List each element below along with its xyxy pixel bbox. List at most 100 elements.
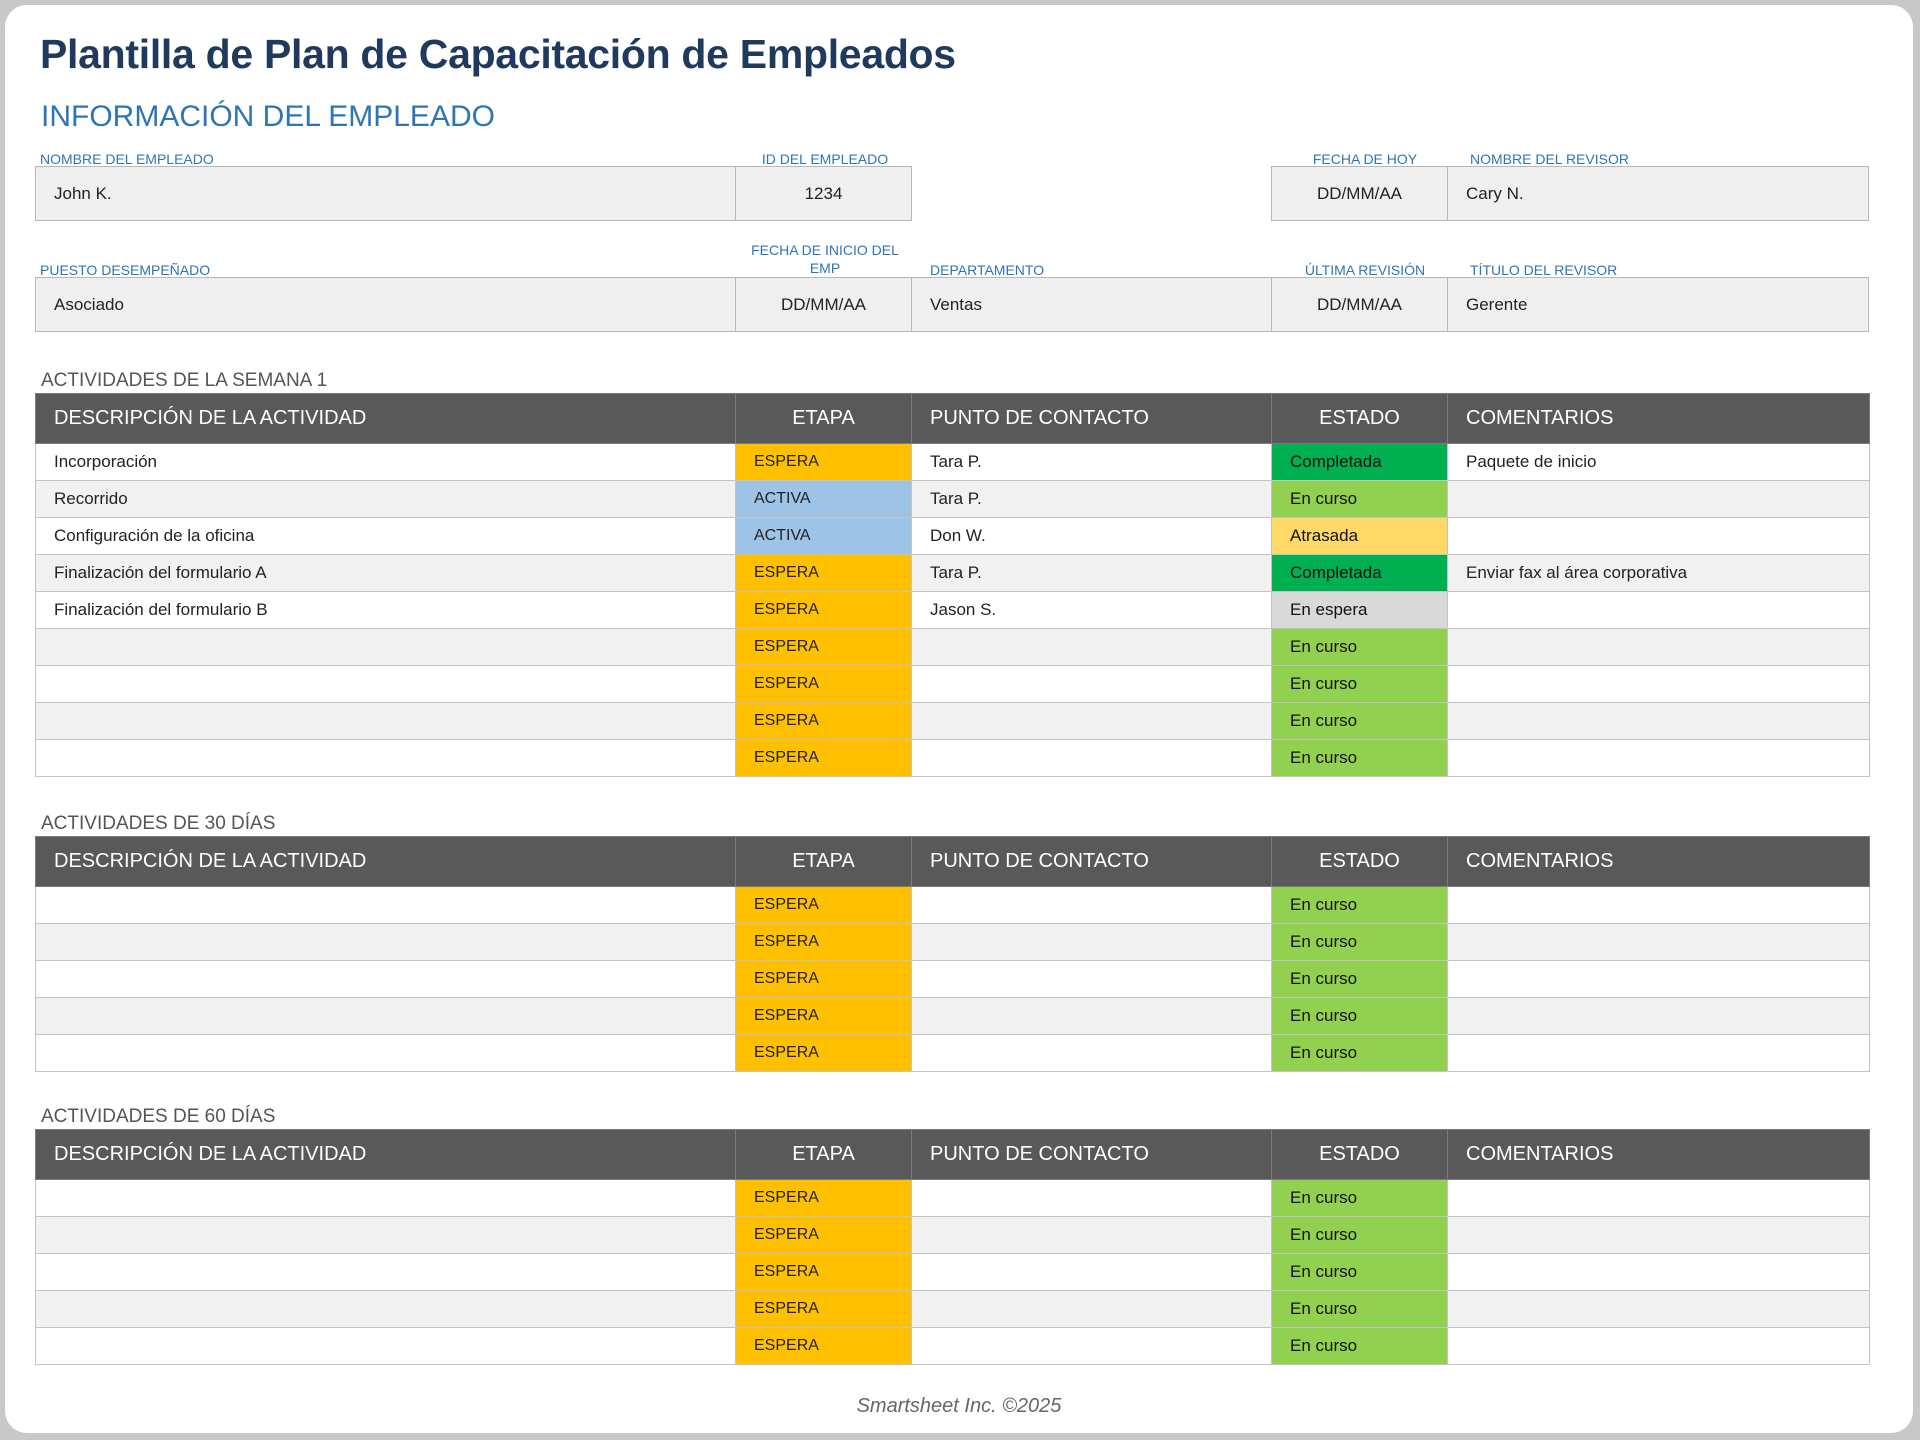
comments-cell[interactable] <box>1447 1034 1870 1072</box>
activity-description-cell[interactable] <box>35 665 736 703</box>
status-cell[interactable]: En curso <box>1271 1034 1448 1072</box>
contact-cell[interactable] <box>911 1034 1272 1072</box>
stage-cell[interactable]: ESPERA <box>735 1327 912 1365</box>
activity-description-cell[interactable] <box>35 923 736 961</box>
status-cell[interactable]: En curso <box>1271 1290 1448 1328</box>
contact-cell[interactable] <box>911 923 1272 961</box>
comments-cell[interactable] <box>1447 1179 1870 1217</box>
status-cell[interactable]: En curso <box>1271 739 1448 777</box>
stage-cell[interactable]: ESPERA <box>735 443 912 481</box>
contact-cell[interactable] <box>911 960 1272 998</box>
stage-cell[interactable]: ESPERA <box>735 1290 912 1328</box>
stage-cell[interactable]: ESPERA <box>735 886 912 924</box>
comments-cell[interactable] <box>1447 1253 1870 1291</box>
status-cell[interactable]: En curso <box>1271 665 1448 703</box>
comments-cell[interactable]: Enviar fax al área corporativa <box>1447 554 1870 592</box>
activity-description-cell[interactable] <box>35 886 736 924</box>
status-cell[interactable]: Completada <box>1271 443 1448 481</box>
contact-cell[interactable] <box>911 1179 1272 1217</box>
status-cell[interactable]: En curso <box>1271 923 1448 961</box>
stage-cell[interactable]: ESPERA <box>735 997 912 1035</box>
activity-description-cell[interactable]: Configuración de la oficina <box>35 517 736 555</box>
contact-cell[interactable]: Tara P. <box>911 554 1272 592</box>
start-date-field[interactable]: DD/MM/AA <box>735 277 912 332</box>
contact-cell[interactable] <box>911 628 1272 666</box>
last-review-field[interactable]: DD/MM/AA <box>1271 277 1448 332</box>
status-cell[interactable]: En curso <box>1271 1253 1448 1291</box>
comments-cell[interactable] <box>1447 702 1870 740</box>
reviewer-title-field[interactable]: Gerente <box>1447 277 1869 332</box>
comments-cell[interactable]: Paquete de inicio <box>1447 443 1870 481</box>
activity-description-cell[interactable]: Incorporación <box>35 443 736 481</box>
comments-cell[interactable] <box>1447 739 1870 777</box>
employee-id-field[interactable]: 1234 <box>735 166 912 221</box>
contact-cell[interactable] <box>911 1290 1272 1328</box>
status-cell[interactable]: En curso <box>1271 886 1448 924</box>
stage-cell[interactable]: ESPERA <box>735 554 912 592</box>
stage-cell[interactable]: ESPERA <box>735 628 912 666</box>
activity-description-cell[interactable] <box>35 739 736 777</box>
stage-cell[interactable]: ESPERA <box>735 665 912 703</box>
contact-cell[interactable] <box>911 1253 1272 1291</box>
status-cell[interactable]: En curso <box>1271 628 1448 666</box>
stage-cell[interactable]: ESPERA <box>735 960 912 998</box>
position-field[interactable]: Asociado <box>35 277 736 332</box>
contact-cell[interactable] <box>911 739 1272 777</box>
comments-cell[interactable] <box>1447 960 1870 998</box>
comments-cell[interactable] <box>1447 480 1870 518</box>
stage-cell[interactable]: ESPERA <box>735 739 912 777</box>
status-cell[interactable]: En curso <box>1271 702 1448 740</box>
comments-cell[interactable] <box>1447 628 1870 666</box>
status-cell[interactable]: En curso <box>1271 960 1448 998</box>
activity-description-cell[interactable] <box>35 1290 736 1328</box>
status-cell[interactable]: Atrasada <box>1271 517 1448 555</box>
contact-cell[interactable] <box>911 1216 1272 1254</box>
comments-cell[interactable] <box>1447 517 1870 555</box>
activity-description-cell[interactable]: Recorrido <box>35 480 736 518</box>
stage-cell[interactable]: ESPERA <box>735 1253 912 1291</box>
activity-description-cell[interactable] <box>35 1327 736 1365</box>
department-field[interactable]: Ventas <box>911 277 1272 332</box>
activity-description-cell[interactable] <box>35 628 736 666</box>
activity-description-cell[interactable] <box>35 960 736 998</box>
stage-cell[interactable]: ESPERA <box>735 1216 912 1254</box>
stage-cell[interactable]: ESPERA <box>735 591 912 629</box>
contact-cell[interactable]: Tara P. <box>911 480 1272 518</box>
comments-cell[interactable] <box>1447 591 1870 629</box>
status-cell[interactable]: En curso <box>1271 1179 1448 1217</box>
status-cell[interactable]: En curso <box>1271 480 1448 518</box>
stage-cell[interactable]: ESPERA <box>735 923 912 961</box>
comments-cell[interactable] <box>1447 997 1870 1035</box>
comments-cell[interactable] <box>1447 1290 1870 1328</box>
activity-description-cell[interactable]: Finalización del formulario A <box>35 554 736 592</box>
stage-cell[interactable]: ACTIVA <box>735 480 912 518</box>
stage-cell[interactable]: ESPERA <box>735 1034 912 1072</box>
activity-description-cell[interactable] <box>35 1216 736 1254</box>
today-date-field[interactable]: DD/MM/AA <box>1271 166 1448 221</box>
contact-cell[interactable] <box>911 665 1272 703</box>
status-cell[interactable]: En curso <box>1271 1216 1448 1254</box>
comments-cell[interactable] <box>1447 665 1870 703</box>
activity-description-cell[interactable] <box>35 1034 736 1072</box>
comments-cell[interactable] <box>1447 1216 1870 1254</box>
contact-cell[interactable] <box>911 702 1272 740</box>
activity-description-cell[interactable] <box>35 702 736 740</box>
status-cell[interactable]: En curso <box>1271 997 1448 1035</box>
activity-description-cell[interactable]: Finalización del formulario B <box>35 591 736 629</box>
stage-cell[interactable]: ESPERA <box>735 1179 912 1217</box>
status-cell[interactable]: En espera <box>1271 591 1448 629</box>
reviewer-name-field[interactable]: Cary N. <box>1447 166 1869 221</box>
contact-cell[interactable] <box>911 997 1272 1035</box>
contact-cell[interactable] <box>911 1327 1272 1365</box>
employee-name-field[interactable]: John K. <box>35 166 736 221</box>
activity-description-cell[interactable] <box>35 1179 736 1217</box>
contact-cell[interactable]: Tara P. <box>911 443 1272 481</box>
status-cell[interactable]: Completada <box>1271 554 1448 592</box>
status-cell[interactable]: En curso <box>1271 1327 1448 1365</box>
contact-cell[interactable] <box>911 886 1272 924</box>
contact-cell[interactable]: Don W. <box>911 517 1272 555</box>
activity-description-cell[interactable] <box>35 997 736 1035</box>
comments-cell[interactable] <box>1447 1327 1870 1365</box>
comments-cell[interactable] <box>1447 923 1870 961</box>
activity-description-cell[interactable] <box>35 1253 736 1291</box>
